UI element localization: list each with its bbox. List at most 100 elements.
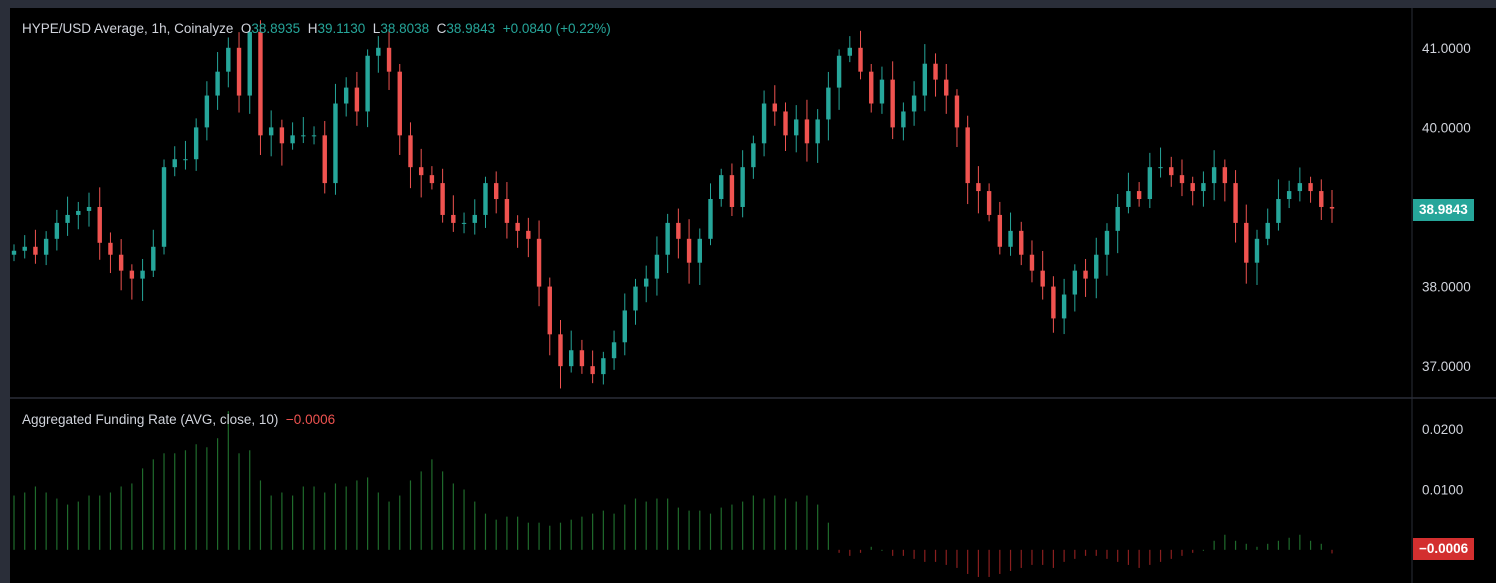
candle-body xyxy=(97,206,102,243)
candle-body xyxy=(1297,183,1303,192)
candle-body xyxy=(815,119,820,144)
candle-body xyxy=(869,71,874,104)
high-value: 39.1130 xyxy=(317,21,366,36)
candle-body xyxy=(1029,254,1035,271)
candle-body xyxy=(1008,230,1013,247)
candle-body xyxy=(933,63,938,80)
candle-body xyxy=(65,214,70,223)
candle-body xyxy=(1040,270,1045,287)
last-price-tag: 38.9843 xyxy=(1413,199,1474,221)
high-label: H xyxy=(307,21,318,36)
candle-body xyxy=(708,199,713,239)
candle-body xyxy=(183,159,188,161)
candle-body xyxy=(483,183,488,215)
symbol-title[interactable]: HYPE/USD Average, 1h, Coinalyze xyxy=(22,21,234,36)
candle-body xyxy=(343,87,349,104)
candle-body xyxy=(654,254,660,279)
candle-body xyxy=(547,286,552,335)
candle-body xyxy=(418,167,424,176)
funding-rate-series xyxy=(13,411,1333,577)
candle-body xyxy=(1244,222,1249,263)
candle-body xyxy=(204,95,210,128)
candle-body xyxy=(1329,206,1335,209)
candle-body xyxy=(622,310,627,343)
open-value: 38.8935 xyxy=(251,21,301,36)
candle-body xyxy=(729,175,735,207)
candle-body xyxy=(22,246,27,251)
candlestick-series xyxy=(11,20,1335,389)
candle-body xyxy=(1094,254,1099,279)
candle-body xyxy=(536,238,542,287)
candle-body xyxy=(322,135,327,184)
candle-body xyxy=(1265,222,1270,239)
candle-body xyxy=(1019,230,1024,255)
last-funding-tag: −0.0006 xyxy=(1413,538,1475,560)
funding-legend: Aggregated Funding Rate (AVG, close, 10)… xyxy=(22,412,335,427)
candle-body xyxy=(172,159,177,168)
candle-body xyxy=(858,47,863,72)
open-label: O xyxy=(240,21,252,36)
candle-body xyxy=(611,342,617,359)
candle-body xyxy=(1276,199,1281,223)
candle-body xyxy=(151,246,156,271)
candle-body xyxy=(268,127,274,136)
candle-body xyxy=(836,55,842,88)
candle-body xyxy=(461,222,467,224)
candle-body xyxy=(772,103,777,112)
candle-body xyxy=(376,47,381,56)
candle-body xyxy=(1233,183,1238,223)
candle-body xyxy=(965,127,970,184)
candle-body xyxy=(579,350,585,367)
candle-body xyxy=(504,199,510,223)
candle-body xyxy=(826,87,831,120)
low-label: L xyxy=(372,21,381,36)
close-value: 38.9843 xyxy=(446,21,496,36)
candle-body xyxy=(193,127,199,160)
candle-body xyxy=(1179,175,1185,184)
funding-value: −0.0006 xyxy=(285,412,336,427)
candle-body xyxy=(590,366,595,375)
candle-body xyxy=(569,350,574,367)
candle-body xyxy=(365,55,370,112)
candle-body xyxy=(1222,167,1228,184)
close-label: C xyxy=(436,21,447,36)
candle-body xyxy=(901,111,906,128)
candle-body xyxy=(761,103,767,144)
candle-body xyxy=(108,242,113,255)
candle-body xyxy=(1286,191,1292,200)
candle-body xyxy=(290,135,295,144)
candle-body xyxy=(944,79,949,96)
funding-indicator-title[interactable]: Aggregated Funding Rate (AVG, close, 10) xyxy=(22,412,279,427)
candle-body xyxy=(493,183,499,200)
candle-body xyxy=(1104,230,1110,255)
candle-body xyxy=(1051,286,1056,319)
candle-body xyxy=(515,222,520,231)
candle-body xyxy=(333,103,338,184)
low-value: 38.8038 xyxy=(380,21,430,36)
candle-body xyxy=(1211,167,1217,184)
candle-body xyxy=(440,183,445,215)
candle-body xyxy=(258,31,263,136)
candle-body xyxy=(633,286,638,311)
candle-body xyxy=(1061,294,1067,319)
candle-body xyxy=(247,31,252,96)
candle-body xyxy=(1190,183,1195,192)
candle-body xyxy=(686,238,692,263)
candle-body xyxy=(879,79,885,104)
candle-body xyxy=(719,175,724,200)
candle-body xyxy=(986,191,992,215)
candle-body xyxy=(386,47,392,72)
funding-tick-label: 0.0100 xyxy=(1422,482,1463,497)
candle-body xyxy=(1083,270,1088,279)
candle-body xyxy=(1254,238,1260,263)
candle-body xyxy=(54,222,60,239)
candle-body xyxy=(451,214,456,223)
candle-body xyxy=(86,206,92,211)
funding-axis[interactable]: 0.0200 0.0100 xyxy=(1422,422,1463,497)
candle-body xyxy=(665,222,670,255)
candle-body xyxy=(43,238,49,255)
candle-body xyxy=(11,250,17,255)
candle-body xyxy=(429,175,435,184)
